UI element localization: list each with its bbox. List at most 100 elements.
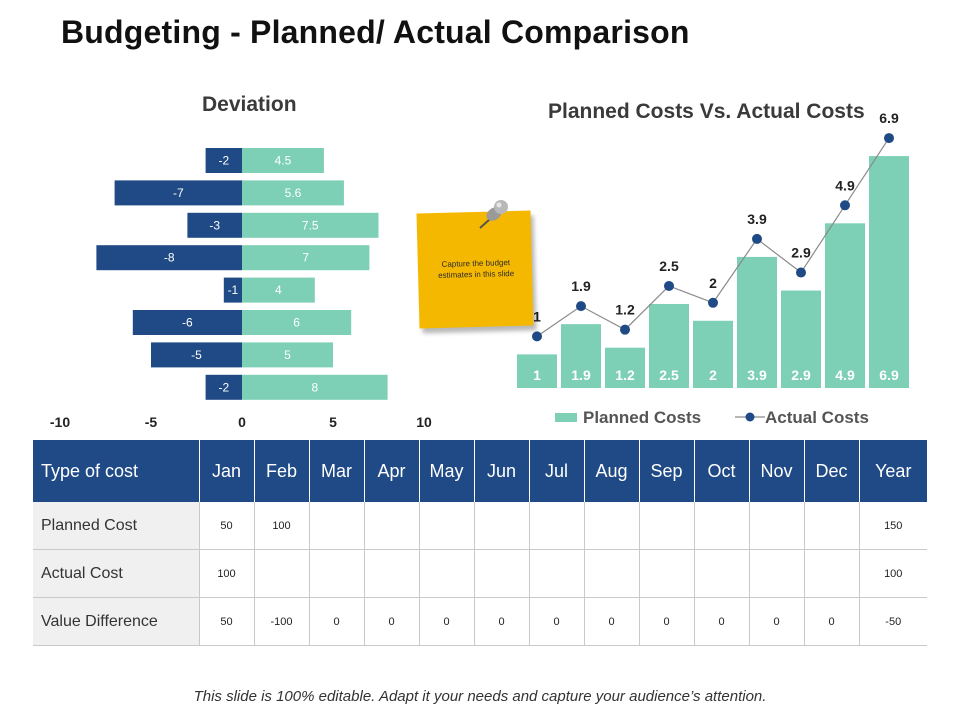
table-cell <box>749 502 805 550</box>
deviation-negative-label: -2 <box>218 380 229 394</box>
table-cell: 100 <box>199 549 255 598</box>
cost-table: Type of cost Jan Feb Mar Apr May Jun Jul… <box>33 440 927 646</box>
actual-cost-marker <box>840 200 850 211</box>
table-cell <box>474 549 530 598</box>
deviation-positive-label: 5 <box>284 348 291 362</box>
header-type-of-cost: Type of cost <box>33 440 200 502</box>
table-cell: 0 <box>639 597 695 646</box>
deviation-positive-label: 6 <box>293 316 300 330</box>
table-cell: 150 <box>859 502 927 550</box>
deviation-positive-bar <box>242 148 324 173</box>
header-jul: Jul <box>529 440 585 502</box>
planned-cost-bar <box>693 320 733 388</box>
deviation-negative-bar <box>114 180 242 206</box>
actual-cost-data-label: 1.9 <box>571 278 591 294</box>
deviation-x-tick: 0 <box>238 414 246 430</box>
actual-cost-marker <box>576 301 586 312</box>
table-cell <box>419 502 475 550</box>
table-cell: 0 <box>804 597 860 646</box>
header-year: Year <box>859 440 927 502</box>
pushpin-icon <box>479 200 508 229</box>
header-mar: Mar <box>309 440 365 502</box>
row-label: Value Difference <box>33 597 200 646</box>
table-cell <box>584 549 640 598</box>
planned-cost-bar-label: 2 <box>709 367 717 383</box>
header-apr: Apr <box>364 440 420 502</box>
deviation-chart-title: Deviation <box>202 93 297 116</box>
table-cell <box>474 502 530 550</box>
header-oct: Oct <box>694 440 750 502</box>
planned-cost-bar <box>781 290 821 388</box>
deviation-negative-bar <box>187 212 242 238</box>
planned-cost-bar-label: 3.9 <box>747 367 767 383</box>
table-cell <box>529 502 585 550</box>
table-cell: 100 <box>859 549 927 598</box>
actual-cost-data-label: 1 <box>533 308 541 324</box>
deviation-positive-label: 4.5 <box>275 154 292 168</box>
table-cell <box>309 549 365 598</box>
planned-cost-bar <box>649 303 689 388</box>
deviation-negative-bar <box>223 277 242 303</box>
deviation-negative-label: -3 <box>209 218 220 232</box>
table-cell <box>529 549 585 598</box>
deviation-x-tick: 5 <box>329 414 337 430</box>
actual-costs-legend-label: Actual Costs <box>765 408 869 427</box>
table-cell <box>364 502 420 550</box>
table-header-row: Type of cost Jan Feb Mar Apr May Jun Jul… <box>33 440 927 502</box>
deviation-positive-bar <box>242 180 344 206</box>
deviation-negative-bar <box>205 374 242 400</box>
table-cell <box>639 549 695 598</box>
table-cell <box>694 502 750 550</box>
page-title: Budgeting - Planned/ Actual Comparison <box>61 14 690 50</box>
table-row: Planned Cost 50 100 150 <box>33 502 927 550</box>
deviation-positive-bar <box>242 277 315 303</box>
deviation-positive-bar <box>242 342 333 368</box>
actual-cost-marker <box>664 280 674 291</box>
actual-cost-data-label: 2.9 <box>791 245 811 261</box>
table-cell: 50 <box>199 597 255 646</box>
actual-cost-marker <box>752 233 762 244</box>
header-may: May <box>419 440 475 502</box>
row-label: Planned Cost <box>33 502 200 550</box>
table-cell: -100 <box>254 597 310 646</box>
deviation-positive-label: 8 <box>311 380 318 394</box>
table-cell <box>694 549 750 598</box>
table-cell <box>749 549 805 598</box>
planned-cost-bar-label: 1 <box>533 367 541 383</box>
actual-cost-data-label: 3.9 <box>747 211 767 227</box>
planned-cost-bar <box>517 354 557 388</box>
table-cell <box>639 502 695 550</box>
table-cell: 0 <box>419 597 475 646</box>
actual-cost-data-label: 2.5 <box>659 258 679 274</box>
deviation-positive-bar <box>242 310 352 335</box>
actual-cost-marker <box>796 267 806 278</box>
table-cell <box>364 549 420 598</box>
deviation-negative-bar <box>151 342 242 368</box>
table-row: Actual Cost 100 100 <box>33 549 927 598</box>
deviation-negative-label: -7 <box>173 186 184 200</box>
deviation-positive-label: 5.6 <box>285 186 302 200</box>
table-cell: 0 <box>749 597 805 646</box>
deviation-negative-bar <box>132 310 242 335</box>
deviation-positive-label: 4 <box>275 283 282 297</box>
table-cell <box>584 502 640 550</box>
table-cell: 0 <box>474 597 530 646</box>
deviation-x-tick: -5 <box>145 414 158 430</box>
deviation-negative-label: -8 <box>164 251 175 265</box>
deviation-x-tick: 10 <box>416 414 432 430</box>
planned-cost-bar <box>605 347 645 388</box>
header-aug: Aug <box>584 440 640 502</box>
planned-cost-bar-label: 4.9 <box>835 367 855 383</box>
planned-cost-bar <box>869 156 909 388</box>
table-row: Value Difference 50 -100 0 0 0 0 0 0 0 0 0 0 -50 <box>33 597 927 646</box>
table-cell: 0 <box>694 597 750 646</box>
table-cell <box>804 549 860 598</box>
table-cell: -50 <box>859 597 927 646</box>
planned-cost-bar-label: 1.2 <box>615 367 635 383</box>
header-feb: Feb <box>254 440 310 502</box>
table-cell <box>309 502 365 550</box>
sticky-note-text: Capture the budget estimates in this sli… <box>438 258 515 280</box>
actual-cost-marker <box>884 133 894 144</box>
